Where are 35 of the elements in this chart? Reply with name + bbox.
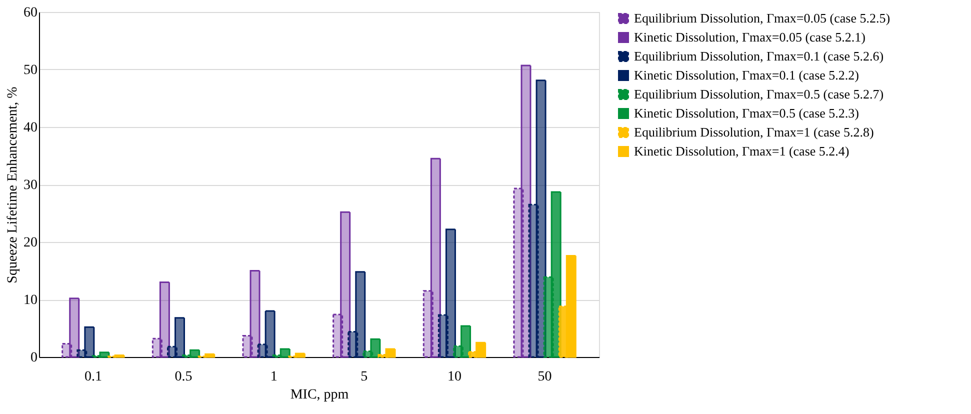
x-axis-title: MIC, ppm [290, 388, 349, 402]
bar [445, 228, 456, 358]
bar [69, 298, 80, 358]
bar [84, 326, 95, 358]
bar [520, 64, 532, 358]
x-tick-label: 10 [447, 370, 462, 384]
bar [340, 211, 351, 358]
y-tick-label: 30 [24, 178, 38, 193]
bar [430, 158, 441, 358]
x-tick-label: 0.1 [84, 370, 102, 384]
bar [355, 271, 366, 358]
bar [159, 282, 170, 358]
legend-label: Equilibrium Dissolution, Γmax=0.5 (case 5.2.7) [634, 86, 884, 102]
legend-label: Kinetic Dissolution, Γmax=0.05 (case 5.2.1) [634, 30, 866, 44]
x-tick-label: 0.5 [174, 370, 192, 384]
y-tick-label: 40 [24, 120, 38, 136]
y-tick-label: 0 [30, 350, 38, 366]
y-axis-title: Squeeze Lifetime Enhancement, % [6, 86, 20, 284]
legend-label: Kinetic Dissolution, Γmax=1 (case 5.2.4) [634, 144, 850, 158]
x-tick-label: 5 [360, 370, 368, 384]
bar [536, 80, 546, 358]
bar [250, 270, 260, 358]
y-tick-label: 60 [24, 6, 38, 20]
y-tick-label: 10 [24, 293, 38, 308]
x-tick-label: 1 [270, 370, 278, 384]
legend-label: Kinetic Dissolution, Γmax=0.1 (case 5.2.2) [634, 68, 859, 82]
legend-label: Equilibrium Dissolution, Γmax=1 (case 5.2.8) [634, 124, 874, 140]
x-tick-label: 50 [538, 370, 552, 384]
y-tick-label: 20 [24, 236, 38, 250]
legend-label: Equilibrium Dissolution, Γmax=0.1 (case 5.2.6) [634, 48, 884, 64]
y-tick-label: 50 [24, 63, 38, 78]
legend-label: Equilibrium Dissolution, Γmax=0.05 (case 5.2.5) [634, 10, 890, 26]
bar [174, 317, 186, 358]
legend-label: Kinetic Dissolution, Γmax=0.5 (case 5.2.3) [634, 106, 859, 120]
bar [264, 310, 276, 358]
